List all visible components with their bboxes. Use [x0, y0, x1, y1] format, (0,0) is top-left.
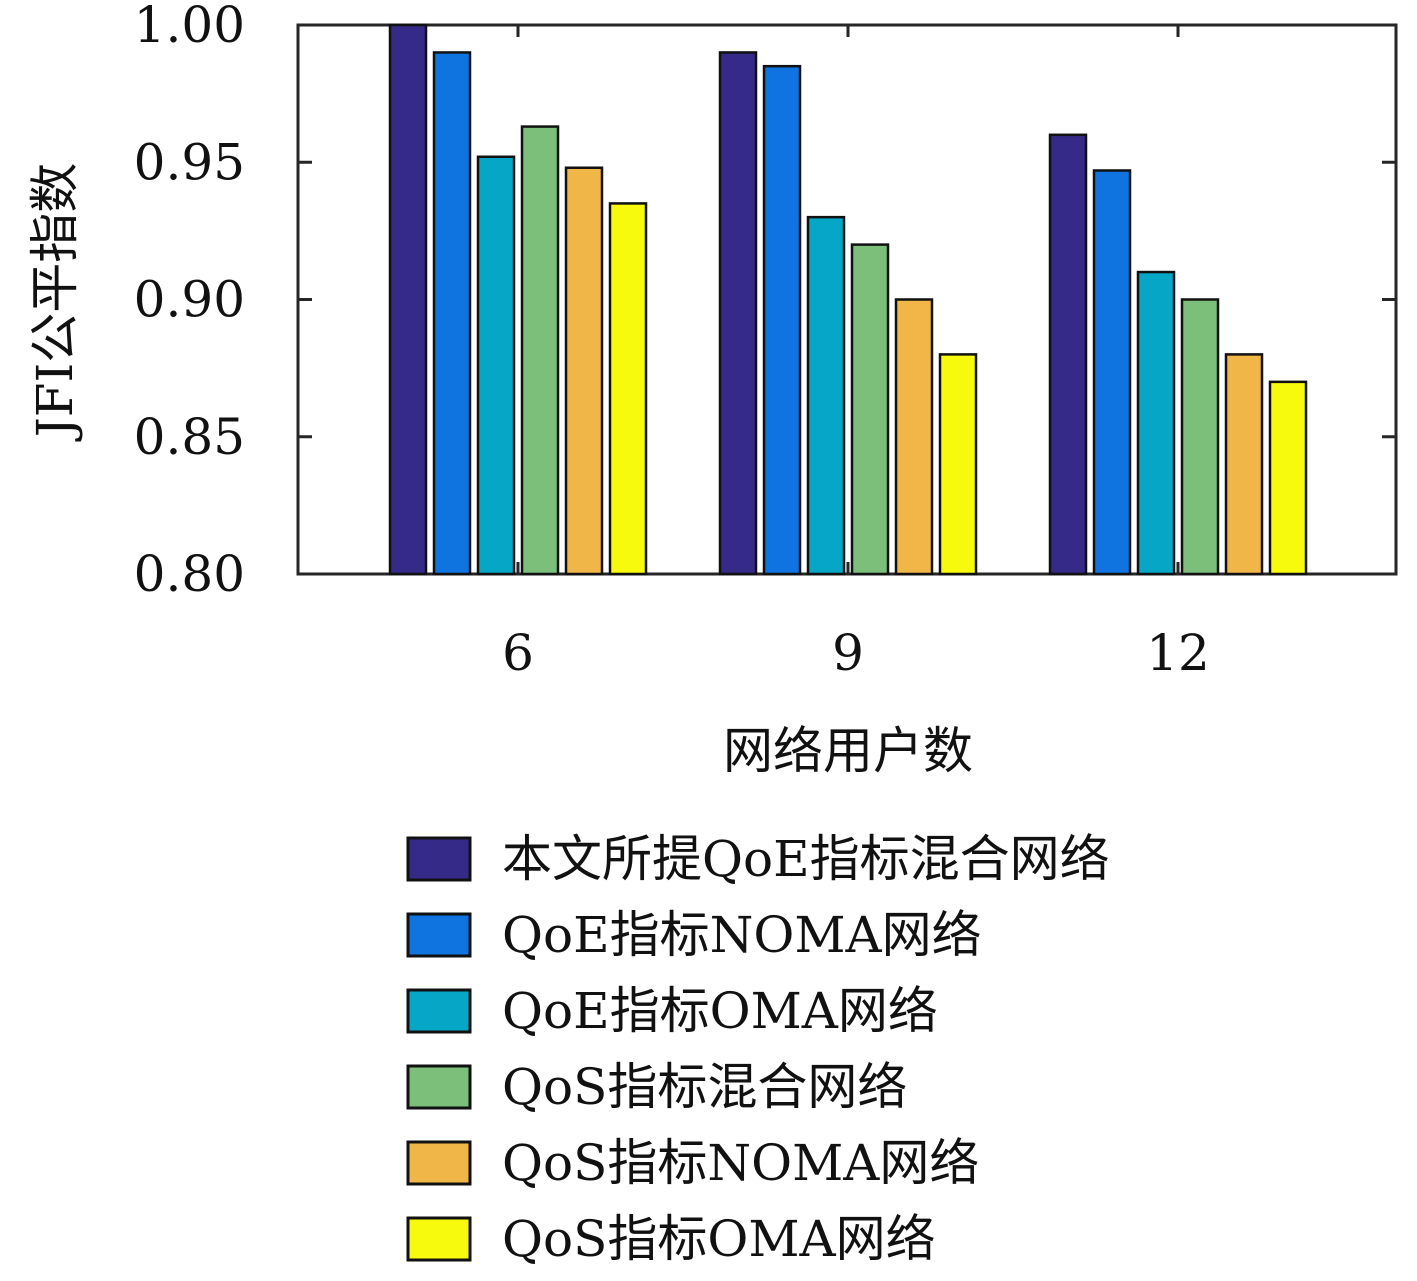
x-tick-label: 9	[832, 624, 864, 682]
legend-swatch	[406, 836, 472, 882]
x-tick-label: 6	[502, 624, 534, 682]
bar	[1268, 380, 1308, 576]
bar	[762, 64, 802, 576]
bar	[938, 353, 978, 576]
bar	[850, 243, 890, 576]
legend-swatch	[406, 912, 472, 958]
legend-label: QoS指标OMA网络	[502, 1210, 936, 1268]
bar	[476, 155, 516, 576]
bar	[718, 51, 758, 576]
y-tick-label: 0.95	[134, 133, 245, 191]
legend-label: QoS指标混合网络	[502, 1058, 907, 1116]
y-axis-title: JFI公平指数	[26, 163, 84, 443]
y-tick-label: 0.90	[134, 271, 245, 329]
bar	[894, 298, 934, 576]
bar	[1224, 353, 1264, 576]
legend: 本文所提QoE指标混合网络 QoE指标NOMA网络 QoE指标OMA网络 QoS指标混…	[406, 830, 1110, 1268]
legend-label: QoE指标NOMA网络	[502, 906, 982, 964]
bar	[1048, 133, 1088, 576]
bar	[520, 125, 560, 576]
axis-ticks: 0.80 0.85 0.90 0.95 1.00 6 9 12	[134, 0, 1396, 682]
legend-label: 本文所提QoE指标混合网络	[502, 830, 1110, 888]
legend-swatch	[406, 988, 472, 1034]
bar	[1136, 270, 1176, 576]
legend-swatch	[406, 1216, 472, 1262]
bar	[806, 215, 846, 576]
legend-label: QoE指标OMA网络	[502, 982, 938, 1040]
y-tick-label: 1.00	[134, 0, 245, 54]
x-axis-title: 网络用户数	[723, 722, 973, 780]
y-tick-label: 0.85	[134, 408, 245, 466]
x-tick-label: 12	[1146, 624, 1210, 682]
bar	[432, 51, 472, 576]
legend-swatch	[406, 1140, 472, 1186]
bar	[564, 166, 604, 576]
y-tick-label: 0.80	[134, 545, 245, 603]
legend-label: QoS指标NOMA网络	[502, 1134, 979, 1192]
bars	[388, 23, 1308, 576]
bar	[1180, 298, 1220, 576]
bar	[608, 202, 648, 576]
bar	[388, 23, 428, 576]
legend-swatch	[406, 1064, 472, 1110]
bar	[1092, 169, 1132, 576]
